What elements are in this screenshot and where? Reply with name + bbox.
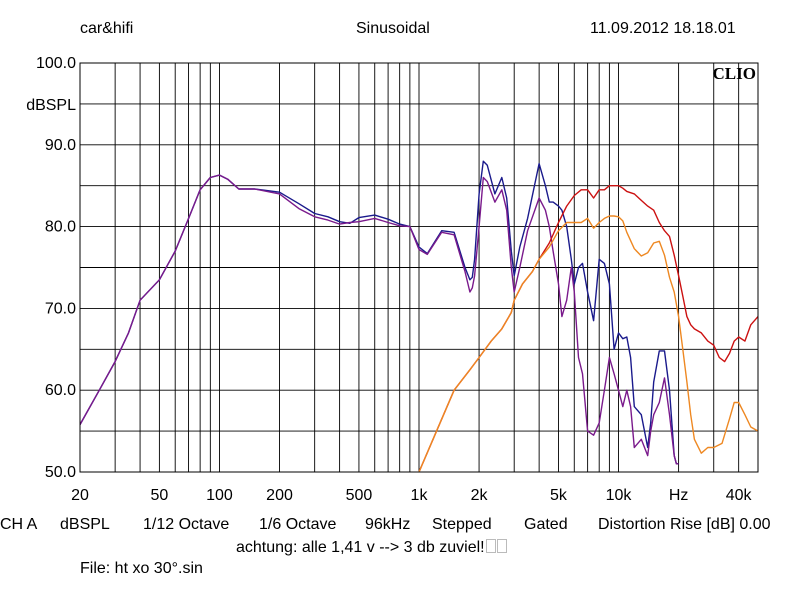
- x-tick-label: Hz: [669, 487, 689, 504]
- missing-glyph-icon: [485, 539, 496, 553]
- x-tick-label: 5k: [550, 487, 568, 504]
- gate-label: Gated: [524, 516, 568, 533]
- chart-title: Sinusoidal: [356, 20, 430, 37]
- series-line-3: [418, 184, 758, 472]
- note-line: achtung: alle 1,41 v --> 3 db zuviel!: [236, 539, 507, 557]
- x-tick-label: 10k: [606, 487, 633, 504]
- x-tick-label: 40k: [726, 487, 753, 504]
- smoothing-2-label: 1/6 Octave: [259, 516, 337, 533]
- file-name: File: ht xo 30°.sin: [80, 560, 203, 577]
- chart-grid: [80, 63, 758, 472]
- y-tick-label: 60.0: [45, 382, 76, 399]
- x-tick-label: 100: [206, 487, 233, 504]
- header-timestamp: 11.09.2012 18.18.01: [590, 20, 736, 37]
- y-tick-label: 80.0: [45, 219, 76, 236]
- distortion-rise-label: Distortion Rise [dB] 0.00: [598, 516, 771, 533]
- unit-label: dBSPL: [60, 516, 110, 533]
- y-tick-label: 70.0: [45, 300, 76, 317]
- mode-label: Stepped: [432, 516, 492, 533]
- y-tick-label: 90.0: [45, 137, 76, 154]
- x-tick-label: 2k: [471, 487, 489, 504]
- plot-frame: [79, 62, 759, 473]
- series-line-4: [418, 215, 758, 472]
- clio-logo: CLIO: [713, 64, 756, 83]
- smoothing-1-label: 1/12 Octave: [143, 516, 230, 533]
- x-tick-label: 20: [71, 487, 89, 504]
- y-axis-label: dBSPL: [26, 97, 76, 114]
- x-tick-label: 500: [346, 487, 373, 504]
- y-tick-label: 100.0: [36, 55, 76, 72]
- channel-label: CH A: [0, 516, 38, 533]
- x-tick-label: 50: [151, 487, 169, 504]
- note-text: achtung: alle 1,41 v --> 3 db zuviel!: [236, 539, 485, 556]
- chart-tick-labels: 20 50 100 200 500 1k 2k 5k 10k Hz 40k 100.0 90.0 80.0…: [36, 55, 753, 504]
- header-source: car&hifi: [80, 20, 134, 37]
- series-line-1: [80, 160, 679, 465]
- missing-glyph-icon: [496, 539, 507, 553]
- sample-rate-label: 96kHz: [365, 516, 411, 533]
- y-tick-label: 50.0: [45, 464, 76, 481]
- chart-series-layer: [80, 160, 758, 472]
- x-tick-label: 1k: [411, 487, 429, 504]
- x-tick-label: 200: [266, 487, 293, 504]
- series-line-2: [80, 174, 679, 465]
